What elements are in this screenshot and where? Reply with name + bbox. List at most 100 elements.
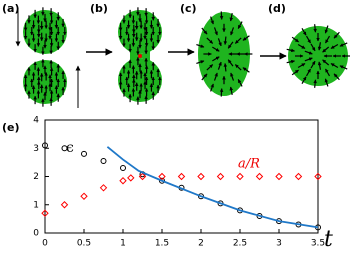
arrow xyxy=(230,72,235,81)
droplet xyxy=(288,26,348,86)
y-tick-label: 3 xyxy=(33,144,39,154)
arrow xyxy=(223,36,228,45)
data-point xyxy=(120,165,126,172)
x-tick-label: 3.5 xyxy=(311,239,325,249)
arrow xyxy=(301,27,307,36)
y-tick-label: 0 xyxy=(33,229,39,239)
arrow xyxy=(212,46,220,52)
arrow xyxy=(213,72,218,81)
arrow xyxy=(210,16,214,25)
data-point xyxy=(99,184,108,192)
data-point xyxy=(60,201,69,209)
arrow xyxy=(201,73,208,81)
arrow xyxy=(286,48,295,53)
arrow xyxy=(339,42,348,47)
arrow xyxy=(206,64,214,71)
data-point xyxy=(80,192,88,200)
arrow xyxy=(234,37,242,44)
arrow xyxy=(217,61,222,70)
arrow xyxy=(213,27,218,36)
arrow xyxy=(206,37,214,44)
data-point xyxy=(255,172,264,181)
arrow xyxy=(324,35,331,44)
arrow xyxy=(317,42,322,51)
arrow xyxy=(291,69,299,76)
arrow xyxy=(330,62,339,69)
arrow xyxy=(210,83,214,92)
arrow xyxy=(196,60,205,65)
x-tick-label: 2 xyxy=(198,239,204,249)
arrow xyxy=(305,35,312,44)
arrow xyxy=(313,24,317,33)
arrow xyxy=(310,43,316,52)
arrow xyxy=(237,21,243,29)
data-point xyxy=(177,172,186,181)
droplet xyxy=(198,12,250,96)
arrow xyxy=(313,79,317,88)
panel-label: (b) xyxy=(90,2,108,15)
contact xyxy=(138,54,142,58)
x-tick-label: 0.5 xyxy=(77,239,91,249)
panel-label: (e) xyxy=(2,121,20,134)
data-point xyxy=(100,157,107,164)
arrow xyxy=(322,59,330,66)
arrow xyxy=(219,11,224,20)
arrow xyxy=(310,60,316,69)
arrow xyxy=(227,41,234,49)
arrow xyxy=(297,43,306,50)
data-point xyxy=(197,172,205,181)
arrow xyxy=(237,79,243,87)
y-tick-label: 2 xyxy=(33,172,39,182)
series-label: a/R xyxy=(238,157,260,172)
arrow xyxy=(301,76,307,85)
panel-label: (c) xyxy=(180,2,197,15)
data-point xyxy=(159,177,165,184)
arrow xyxy=(219,88,224,97)
data-point xyxy=(41,209,49,217)
arrow xyxy=(322,46,330,53)
data-point xyxy=(158,172,166,181)
arrow xyxy=(217,38,222,47)
panel-label: (d) xyxy=(268,2,286,15)
arrow xyxy=(242,67,250,73)
y-tick-label: 4 xyxy=(33,116,39,126)
arrow xyxy=(291,36,299,43)
arrow xyxy=(229,13,234,22)
fit-line xyxy=(106,146,319,229)
panel-label: (a) xyxy=(2,2,19,15)
x-tick-label: 3 xyxy=(276,239,282,249)
arrow xyxy=(330,43,339,50)
data-point xyxy=(42,142,48,149)
arrow xyxy=(339,65,348,70)
x-tick-label: 1.5 xyxy=(155,239,169,249)
data-point xyxy=(275,172,283,181)
arrow xyxy=(201,27,208,35)
arrow xyxy=(324,68,331,77)
arrow xyxy=(333,73,340,81)
arrow xyxy=(297,62,306,69)
arrow xyxy=(304,57,313,62)
x-tick-label: 2.5 xyxy=(233,239,247,249)
arrow xyxy=(304,50,313,55)
arrow xyxy=(305,68,312,77)
arrow xyxy=(227,59,234,67)
plot-frame xyxy=(44,119,319,234)
data-point xyxy=(314,172,322,181)
arrow xyxy=(333,31,340,39)
data-point xyxy=(138,172,147,181)
arrow xyxy=(223,63,228,72)
data-point xyxy=(236,172,244,181)
data-point xyxy=(216,172,225,181)
arrow xyxy=(324,78,329,87)
schematics xyxy=(15,7,350,108)
y-tick-label: 1 xyxy=(33,200,39,210)
arrow xyxy=(317,61,322,70)
arrow xyxy=(286,59,295,64)
data-point xyxy=(127,174,135,182)
arrow xyxy=(229,86,234,95)
arrow xyxy=(242,35,250,41)
data-point xyxy=(61,145,68,152)
data-point xyxy=(81,150,87,157)
